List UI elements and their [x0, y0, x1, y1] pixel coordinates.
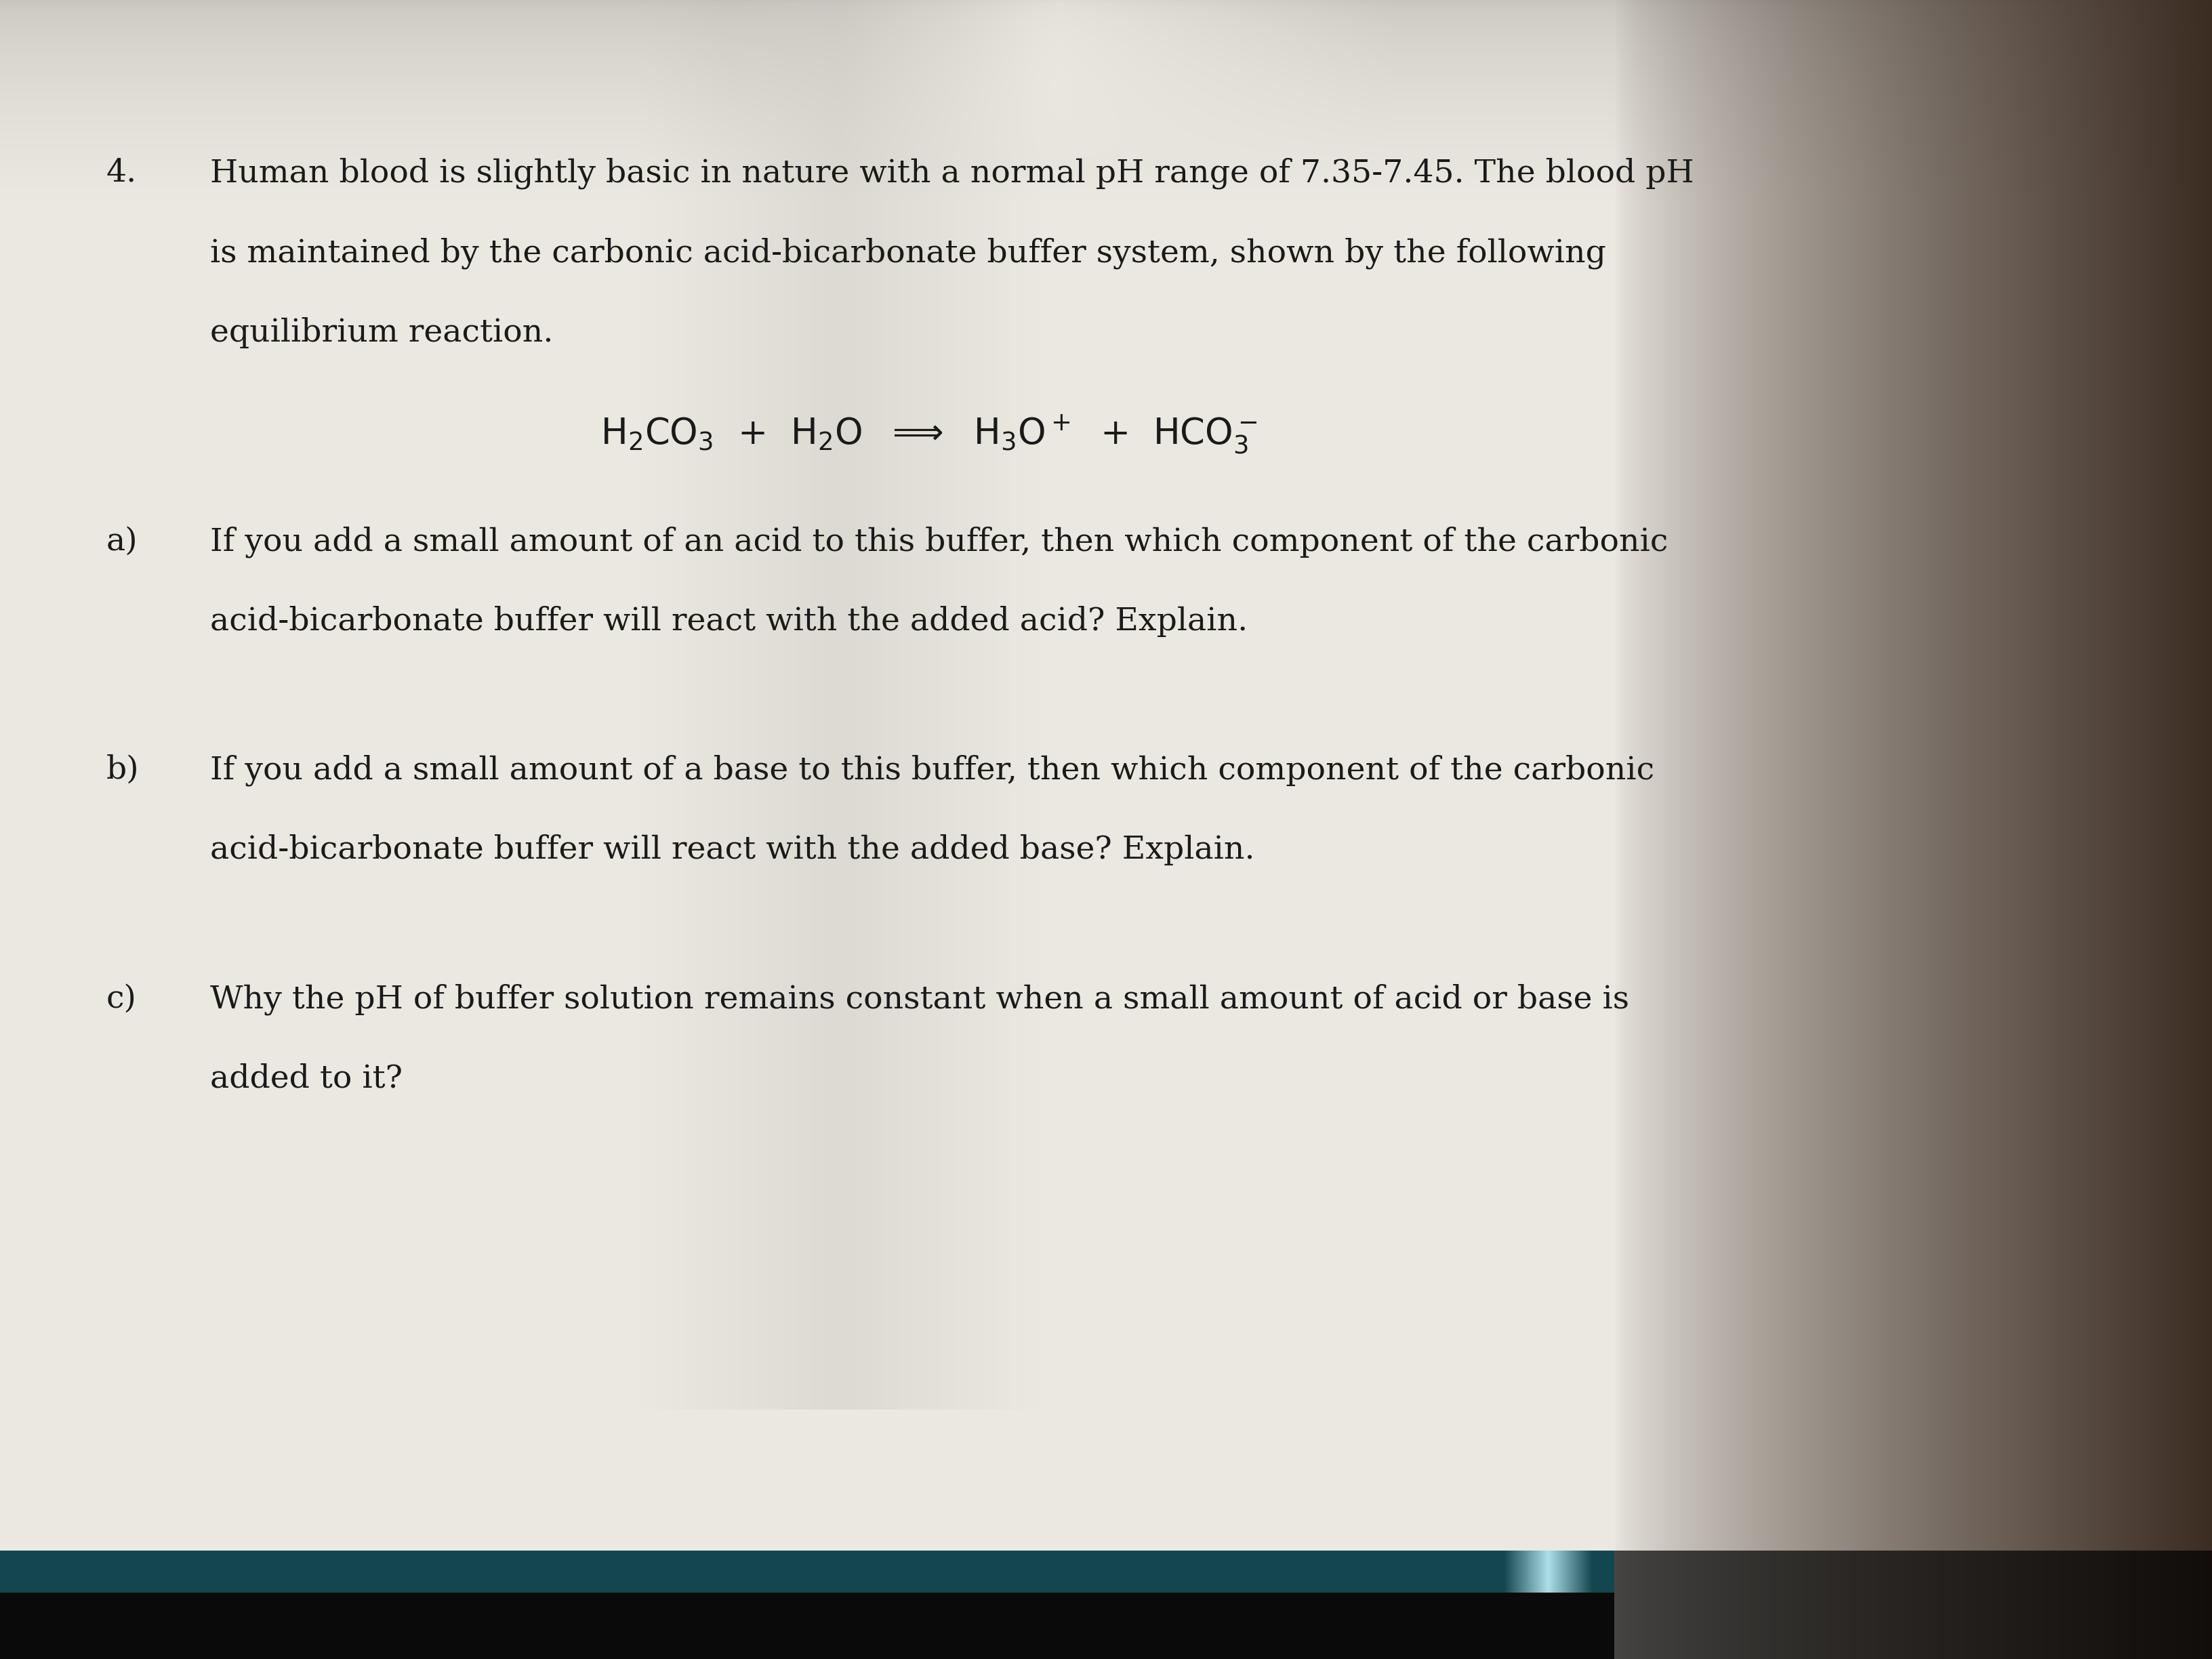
Text: added to it?: added to it? — [210, 1063, 403, 1093]
Text: $\mathrm{H_2CO_3}$  +  $\mathrm{H_2O}$  $\Longrightarrow$  $\mathrm{H_3O^+}$  + : $\mathrm{H_2CO_3}$ + $\mathrm{H_2O}$ $\L… — [599, 413, 1259, 456]
Text: acid-bicarbonate buffer will react with the added acid? Explain.: acid-bicarbonate buffer will react with … — [210, 606, 1248, 637]
Text: is maintained by the carbonic acid-bicarbonate buffer system, shown by the follo: is maintained by the carbonic acid-bicar… — [210, 237, 1606, 269]
Text: b): b) — [106, 755, 139, 785]
Text: Human blood is slightly basic in nature with a normal pH range of 7.35-7.45. The: Human blood is slightly basic in nature … — [210, 158, 1694, 189]
Text: If you add a small amount of a base to this buffer, then which component of the : If you add a small amount of a base to t… — [210, 755, 1655, 786]
Text: equilibrium reaction.: equilibrium reaction. — [210, 317, 553, 348]
Text: acid-bicarbonate buffer will react with the added base? Explain.: acid-bicarbonate buffer will react with … — [210, 834, 1254, 866]
Text: 4.: 4. — [106, 158, 137, 187]
Text: If you add a small amount of an acid to this buffer, then which component of the: If you add a small amount of an acid to … — [210, 526, 1668, 557]
Text: c): c) — [106, 984, 137, 1014]
Text: Why the pH of buffer solution remains constant when a small amount of acid or ba: Why the pH of buffer solution remains co… — [210, 984, 1630, 1015]
Text: a): a) — [106, 526, 137, 556]
